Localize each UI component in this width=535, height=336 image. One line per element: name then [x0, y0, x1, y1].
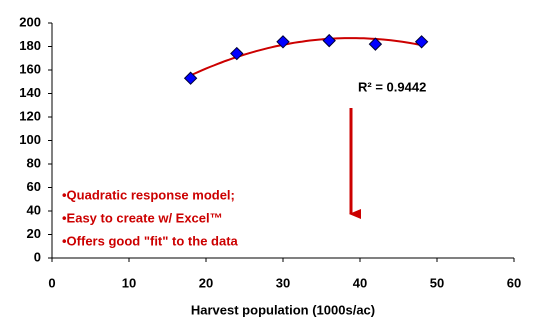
x-tick-label: 10 — [122, 275, 136, 290]
data-point — [322, 33, 336, 48]
y-tick-label: 140 — [19, 85, 41, 100]
y-tick-label: 180 — [19, 38, 41, 53]
x-tick-label: 0 — [48, 275, 55, 290]
data-point — [276, 35, 290, 49]
y-tick-label: 0 — [34, 249, 41, 264]
y-tick-label: 200 — [19, 14, 41, 29]
y-tick-label: 100 — [19, 132, 41, 147]
y-tick-label: 60 — [27, 179, 41, 194]
note: •Quadratic response model; — [62, 187, 235, 202]
x-tick-label: 20 — [199, 275, 213, 290]
data-point — [414, 35, 429, 49]
data-point — [183, 71, 198, 85]
y-tick-label: 40 — [27, 202, 41, 217]
y-tick-label: 20 — [27, 226, 41, 241]
data-point — [230, 46, 244, 61]
x-axis-title: Harvest population (1000s/ac) — [191, 302, 375, 317]
note: •Offers good "fit" to the data — [62, 233, 239, 248]
note: •Easy to create w/ Excel™ — [62, 210, 223, 225]
annotation: R² = 0.9442 — [358, 79, 426, 94]
x-tick-label: 40 — [353, 275, 367, 290]
y-tick-label: 120 — [19, 108, 41, 123]
x-tick-label: 60 — [507, 275, 521, 290]
trendline — [190, 37, 422, 77]
x-tick-label: 30 — [276, 275, 290, 290]
x-tick-label: 50 — [430, 275, 444, 290]
data-point — [368, 37, 383, 51]
y-tick-label: 80 — [27, 155, 41, 170]
y-tick-label: 160 — [19, 61, 41, 76]
